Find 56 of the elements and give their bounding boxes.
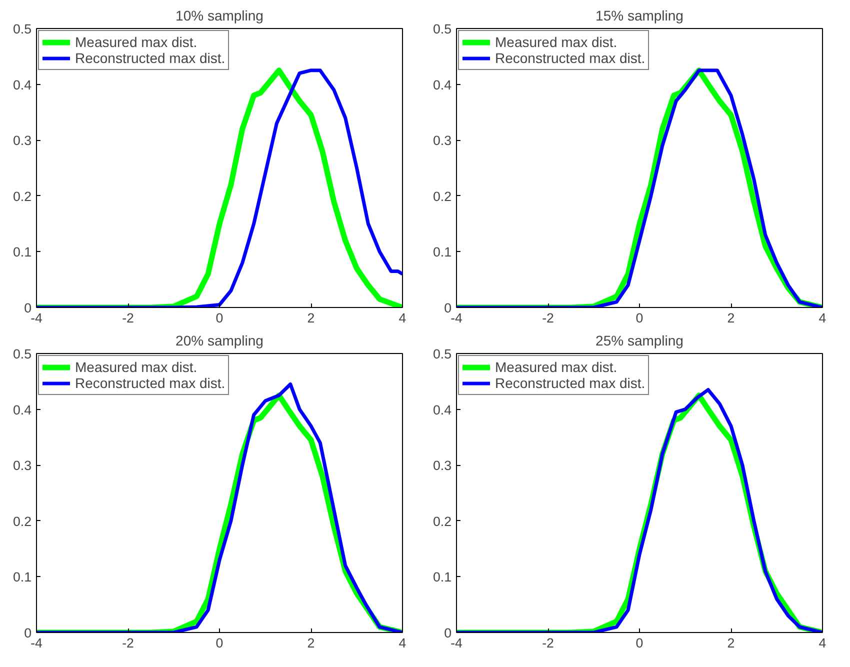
- chart-title: 10% sampling: [176, 8, 264, 24]
- x-tick-label: 0: [636, 636, 644, 650]
- y-tick-label: 0.1: [432, 570, 452, 585]
- x-tick-label: 2: [727, 636, 735, 650]
- x-tick-label: -4: [450, 636, 464, 650]
- y-tick-label: 0.3: [12, 133, 32, 148]
- x-tick-label: -2: [542, 310, 554, 326]
- x-tick-label: 2: [307, 310, 315, 326]
- x-tick-label: -4: [30, 636, 44, 650]
- y-tick-label: 0: [444, 300, 452, 316]
- chart-title: 20% sampling: [176, 332, 264, 348]
- y-tick-label: 0.5: [12, 22, 32, 36]
- x-tick-label: 2: [307, 636, 315, 650]
- chart-title: 25% sampling: [596, 332, 684, 348]
- x-tick-label: 0: [216, 636, 224, 650]
- y-tick-label: 0.1: [432, 244, 452, 260]
- x-tick-label: 0: [636, 310, 644, 326]
- y-tick-label: 0.4: [432, 402, 452, 418]
- y-tick-label: 0.4: [12, 402, 32, 418]
- legend-label: Reconstructed max dist.: [75, 50, 226, 66]
- x-tick-label: 4: [398, 636, 407, 650]
- y-tick-label: 0.2: [12, 188, 32, 204]
- legend-label: Reconstructed max dist.: [495, 375, 646, 391]
- x-tick-label: -2: [542, 636, 554, 650]
- legend-label: Reconstructed max dist.: [495, 50, 646, 66]
- y-tick-label: 0.2: [12, 514, 32, 529]
- y-tick-label: 0.5: [432, 22, 452, 36]
- y-tick-label: 0.2: [432, 514, 452, 529]
- legend-label: Measured max dist.: [75, 34, 198, 50]
- y-tick-label: 0.5: [12, 346, 32, 362]
- y-tick-label: 0.5: [432, 346, 452, 362]
- y-tick-label: 0.1: [12, 570, 32, 585]
- y-tick-label: 0.3: [432, 133, 452, 148]
- y-tick-label: 0: [24, 300, 32, 316]
- x-tick-label: -2: [122, 636, 134, 650]
- x-tick-label: 4: [818, 310, 827, 326]
- y-tick-label: 0.3: [432, 458, 452, 474]
- y-tick-label: 0.3: [12, 458, 32, 474]
- chart-title: 15% sampling: [596, 8, 684, 24]
- y-tick-label: 0.4: [12, 77, 32, 92]
- x-tick-label: -4: [30, 310, 44, 326]
- legend-label: Measured max dist.: [495, 34, 618, 50]
- y-tick-label: 0.2: [432, 188, 452, 204]
- x-tick-label: 0: [216, 310, 224, 326]
- legend-label: Measured max dist.: [495, 359, 618, 375]
- legend-label: Reconstructed max dist.: [75, 375, 226, 391]
- y-tick-label: 0.4: [432, 77, 452, 92]
- legend-label: Measured max dist.: [75, 359, 198, 375]
- x-tick-label: 4: [398, 310, 407, 326]
- y-tick-label: 0.1: [12, 244, 32, 260]
- y-tick-label: 0: [24, 626, 32, 640]
- x-tick-label: -2: [122, 310, 134, 326]
- y-tick-label: 0: [444, 626, 452, 640]
- x-tick-label: 2: [727, 310, 735, 326]
- x-tick-label: 4: [818, 636, 827, 650]
- x-tick-label: -4: [450, 310, 464, 326]
